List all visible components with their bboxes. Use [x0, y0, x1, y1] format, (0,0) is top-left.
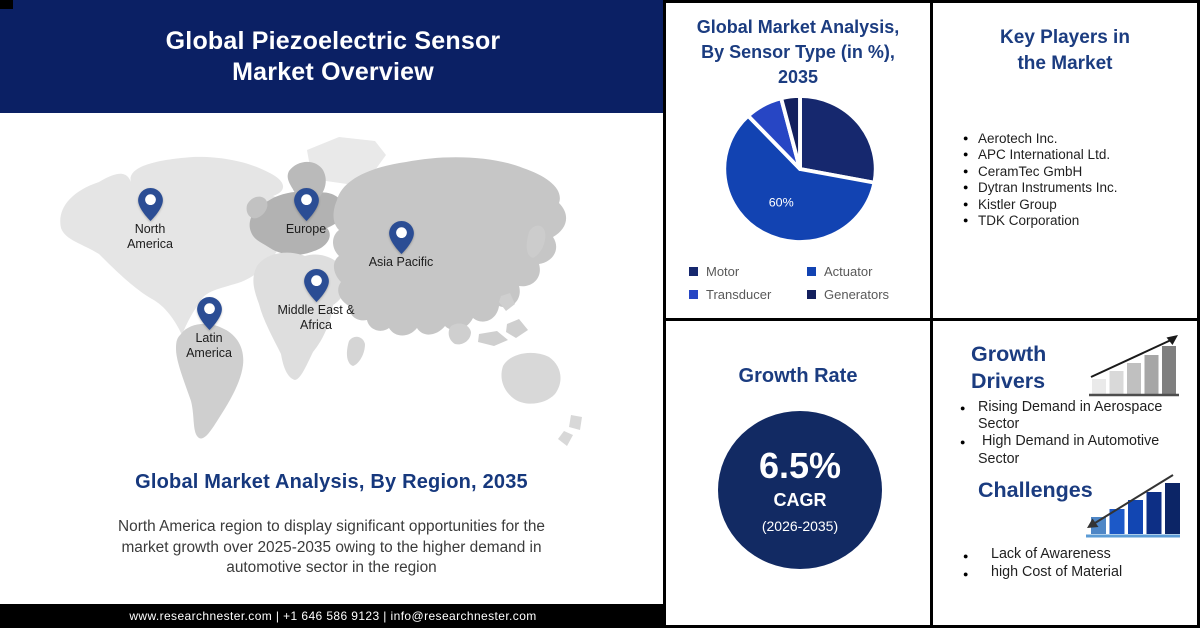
location-pin-icon — [137, 188, 163, 221]
map-pin-label: Europe — [285, 222, 327, 236]
rising-bars-blue-icon — [1086, 474, 1180, 538]
main-title-line1: Global Piezoelectric Sensor — [165, 26, 501, 55]
legend-swatch-icon — [807, 290, 816, 299]
map-pin-label: Asia Pacific — [368, 255, 434, 269]
footer-bar: www.researchnester.com | +1 646 586 9123… — [0, 604, 666, 628]
key-players-panel: Key Players in the Market Aerotech Inc.A… — [930, 0, 1200, 321]
list-item: High Demand in Automotive Sector — [955, 433, 1187, 467]
map-pins-layer: North America Europe Asia Pacific Middle Ea… — [55, 128, 655, 463]
legend-item-transducer: Transducer — [689, 287, 807, 302]
list-item: Lack of Awareness — [955, 545, 1187, 565]
rising-bars-gray-icon — [1089, 335, 1179, 397]
list-item: Dytran Instruments Inc. — [963, 179, 1183, 196]
sensor-type-chart-panel: Global Market Analysis, By Sensor Type (… — [663, 0, 933, 321]
growth-drivers-heading: Growth Drivers — [971, 342, 1047, 393]
map-pin-latin-america: Latin America — [179, 297, 239, 360]
legend-label: Generators — [824, 287, 890, 302]
pie-chart: 60% — [722, 94, 878, 244]
legend-item-generators: Generators — [807, 287, 907, 302]
map-pin-middle-east-africa: Middle East & Africa — [274, 269, 358, 332]
island-madagascar — [346, 336, 365, 366]
main-title-line2: Market Overview — [232, 57, 434, 86]
map-pin-asia-pacific: Asia Pacific — [353, 221, 449, 270]
key-players-heading: Key Players in the Market — [933, 25, 1197, 77]
key-players-heading-line2: the Market — [1017, 53, 1113, 74]
legend-swatch-icon — [689, 290, 698, 299]
title-banner: Global Piezoelectric Sensor Market Overv… — [0, 0, 666, 113]
islands-philippines — [499, 293, 515, 311]
pie-slice-motor — [798, 94, 878, 185]
world-map: North America Europe Asia Pacific Middle Ea… — [55, 128, 655, 463]
location-pin-icon — [293, 188, 319, 221]
legend-item-motor: Motor — [689, 264, 807, 279]
location-pin-icon — [388, 221, 414, 254]
corner-mark — [0, 0, 13, 9]
list-item: Aerotech Inc. — [963, 130, 1183, 147]
location-pin-icon — [303, 269, 329, 302]
pie-legend: Motor Actuator Transducer Generators — [689, 264, 909, 302]
map-pin-europe: Europe — [271, 188, 341, 237]
cagr-value: 6.5% — [758, 444, 842, 486]
cagr-label: CAGR — [773, 489, 827, 510]
islands-indonesia-2 — [478, 331, 508, 346]
growth-rate-circle: 6.5% CAGR (2026-2035) — [718, 411, 882, 569]
map-pin-label: North America — [127, 222, 173, 251]
pie-slice-generators — [779, 94, 802, 171]
continent-south-america — [176, 323, 244, 439]
map-pin-north-america: North America — [120, 188, 180, 251]
continent-north-america — [60, 156, 298, 335]
legend-label: Motor — [706, 264, 740, 279]
legend-swatch-icon — [689, 267, 698, 276]
list-item: APC International Ltd. — [963, 146, 1183, 163]
challenges-list: Lack of Awarenesshigh Cost of Material — [955, 545, 1187, 583]
island-japan — [526, 225, 546, 258]
legend-label: Transducer — [706, 287, 772, 302]
list-item: high Cost of Material — [955, 563, 1187, 583]
list-item: Rising Demand in Aerospace Sector — [955, 399, 1187, 433]
map-pin-label: Middle East & Africa — [277, 303, 355, 332]
challenges-heading: Challenges — [978, 478, 1093, 502]
map-pin-label: Latin America — [186, 331, 232, 360]
pie-data-label: 60% — [769, 196, 794, 210]
list-item: TDK Corporation — [963, 212, 1183, 229]
islands-indonesia-1 — [448, 323, 471, 345]
growth-drivers-list: Rising Demand in Aerospace Sector High D… — [955, 399, 1187, 468]
list-item: Kistler Group — [963, 196, 1183, 213]
region-analysis-description: North America region to display signific… — [118, 518, 545, 576]
legend-swatch-icon — [807, 267, 816, 276]
pie-title-line2: By Sensor Type (in %), — [701, 42, 895, 62]
footer-contact-text: www.researchnester.com | +1 646 586 9123… — [129, 609, 537, 623]
continent-australia — [501, 352, 561, 404]
islands-new-zealand — [558, 415, 582, 446]
growth-rate-panel: Growth Rate 6.5% CAGR (2026-2035) — [663, 318, 933, 628]
pie-title-line1: Global Market Analysis, — [696, 17, 900, 37]
cagr-period: (2026-2035) — [761, 517, 839, 534]
region-uk — [246, 196, 268, 219]
drivers-challenges-panel: Growth Drivers Rising Demand in Aerospac… — [930, 318, 1200, 628]
pie-slice-actuator — [722, 113, 877, 244]
pie-chart-title: Global Market Analysis, By Sensor Type (… — [666, 15, 930, 90]
legend-item-actuator: Actuator — [807, 264, 907, 279]
growth-rate-heading: Growth Rate — [738, 365, 858, 387]
location-pin-icon — [196, 297, 222, 330]
continent-europe — [249, 191, 345, 255]
continent-asia — [333, 157, 567, 336]
list-item: CeramTec GmbH — [963, 163, 1183, 180]
key-players-heading-line1: Key Players in — [1000, 27, 1130, 48]
key-players-list: Aerotech Inc.APC International Ltd.Ceram… — [963, 130, 1183, 229]
islands-indonesia-3 — [506, 319, 528, 338]
pie-title-line3: 2035 — [777, 67, 819, 87]
world-map-illustration — [60, 137, 582, 446]
region-analysis-heading: Global Market Analysis, By Region, 2035 — [135, 471, 528, 493]
legend-label: Actuator — [824, 264, 873, 279]
